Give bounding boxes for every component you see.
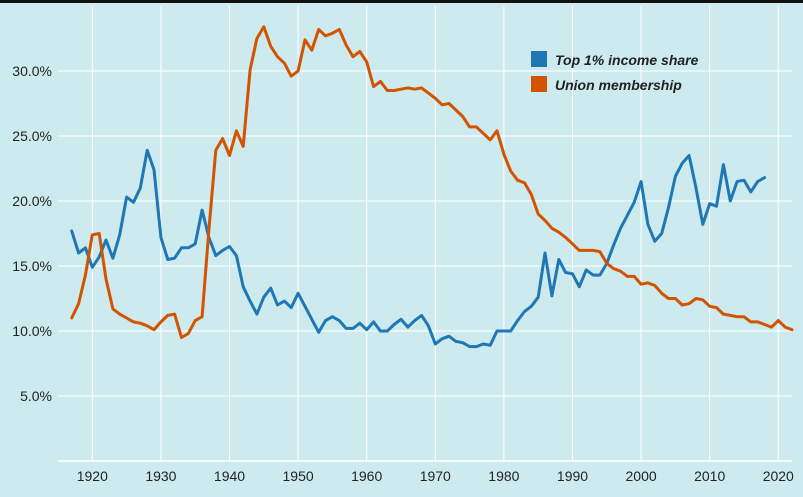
x-tick-label-1940: 1940	[214, 468, 245, 484]
legend: Top 1% income share Union membership	[531, 51, 699, 93]
y-tick-label-10: 10.0%	[12, 323, 52, 339]
axis-labels: 1920 1930 1940 1950 1960 1970 1980 1990 2000 2010…	[12, 63, 794, 484]
series-line-top-1-income-share	[70, 148, 767, 349]
x-tick-label-2020: 2020	[763, 468, 794, 484]
legend-label-top-1-percent: Top 1% income share	[555, 52, 699, 68]
x-tick-label-1950: 1950	[283, 468, 314, 484]
x-tick-label-1930: 1930	[145, 468, 176, 484]
y-tick-label-25: 25.0%	[12, 128, 52, 144]
legend-swatch-union-membership	[531, 76, 547, 92]
legend-label-union-membership: Union membership	[555, 77, 682, 93]
x-tick-label-1960: 1960	[351, 468, 382, 484]
y-tick-label-15: 15.0%	[12, 258, 52, 274]
x-tick-label-1990: 1990	[557, 468, 588, 484]
legend-swatch-top-1-percent	[531, 51, 547, 67]
x-tick-label-1920: 1920	[77, 468, 108, 484]
y-tick-label-30: 30.0%	[12, 63, 52, 79]
grid-layer	[58, 6, 792, 462]
x-tick-label-2010: 2010	[694, 468, 725, 484]
series-line-union-membership	[70, 25, 794, 339]
x-tick-label-1980: 1980	[488, 468, 519, 484]
y-tick-label-20: 20.0%	[12, 193, 52, 209]
series-layer	[70, 25, 794, 349]
y-tick-label-5: 5.0%	[20, 388, 52, 404]
x-tick-label-1970: 1970	[420, 468, 451, 484]
x-tick-label-2000: 2000	[626, 468, 657, 484]
